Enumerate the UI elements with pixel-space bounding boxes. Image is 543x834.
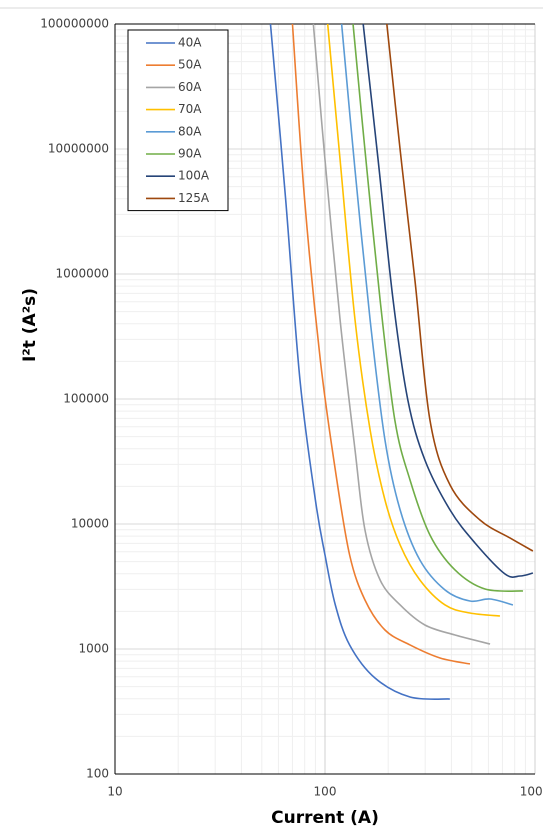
y-tick-label: 1000000: [56, 267, 109, 281]
legend-label: 80A: [178, 124, 202, 138]
x-axis-title: Current (A): [271, 808, 379, 828]
line-series: [352, 23, 524, 592]
line-series: [269, 23, 450, 700]
legend-label: 90A: [178, 147, 202, 161]
y-axis-title: I²t (A²s): [20, 288, 40, 362]
legend-label: 40A: [178, 36, 202, 50]
x-tick-label: 1000: [520, 785, 543, 799]
x-tick-label: 100: [314, 785, 337, 799]
legend-box: [127, 29, 229, 212]
y-tick-label: 100: [86, 767, 109, 781]
y-tick-label: 100000000: [40, 17, 109, 31]
line-series: [326, 23, 501, 617]
grid: [114, 23, 536, 775]
legend-label: 100A: [178, 169, 210, 183]
legend-label: 50A: [178, 58, 202, 72]
line-series: [312, 23, 491, 645]
y-tick-label: 10000000: [48, 142, 109, 156]
line-series: [362, 23, 534, 578]
line-series: [386, 23, 534, 552]
x-tick-label: 10: [107, 785, 122, 799]
y-tick-label: 100000: [63, 392, 109, 406]
line-series: [340, 23, 514, 606]
legend-label: 125A: [178, 191, 210, 205]
legend-label: 60A: [178, 80, 202, 94]
line-series: [291, 23, 471, 665]
legend-label: 70A: [178, 102, 202, 116]
y-tick-label: 10000: [71, 517, 109, 531]
y-tick-label: 1000: [78, 642, 109, 656]
